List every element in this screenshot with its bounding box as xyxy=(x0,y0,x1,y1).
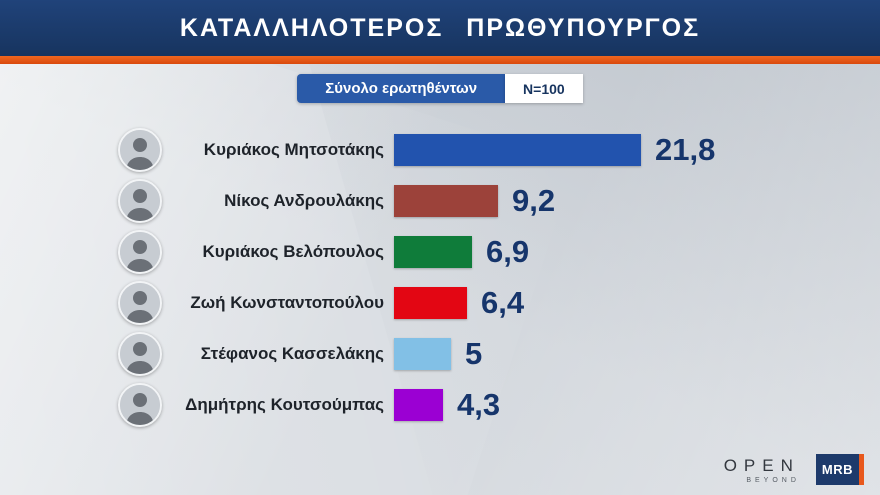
result-value: 4,3 xyxy=(457,386,501,422)
subtitle-row: Σύνολο ερωτηθέντων N=100 xyxy=(0,74,880,103)
sample-size-badge: N=100 xyxy=(505,74,583,103)
header-bar: ΚΑΤΑΛΛΗΛΟΤΕΡΟΣ ΠΡΩΘΥΠΟΥΡΓΟΣ xyxy=(0,0,880,56)
page-title: ΚΑΤΑΛΛΗΛΟΤΕΡΟΣ ΠΡΩΘΥΠΟΥΡΓΟΣ xyxy=(179,13,701,42)
result-bar xyxy=(394,286,467,319)
result-value: 6,9 xyxy=(486,233,530,269)
candidate-name: Νίκος Ανδρουλάκης xyxy=(224,190,384,210)
candidate-name: Κυριάκος Μητσοτάκης xyxy=(203,139,384,159)
chart-row: Ζωή Κωνσταντοπούλου 6,4 xyxy=(118,277,860,328)
result-bar xyxy=(394,235,472,268)
chart-row: Κυριάκος Μητσοτάκης 21,8 xyxy=(118,124,860,175)
footer-logos: OPEN BEYOND MRB xyxy=(724,454,864,485)
chart-row: Κυριάκος Βελόπουλος 6,9 xyxy=(118,226,860,277)
open-logo-text: OPEN xyxy=(723,455,800,475)
result-bar xyxy=(394,133,641,166)
orange-divider xyxy=(0,56,880,64)
candidate-avatar xyxy=(118,331,162,376)
candidate-avatar xyxy=(118,280,162,325)
result-value: 21,8 xyxy=(655,131,716,167)
open-logo-subtext: BEYOND xyxy=(746,476,800,484)
candidate-name: Ζωή Κωνσταντοπούλου xyxy=(190,292,384,312)
mrb-logo: MRB xyxy=(815,454,864,485)
candidate-avatar xyxy=(118,229,162,274)
chart-row: Νίκος Ανδρουλάκης 9,2 xyxy=(118,175,860,226)
result-value: 9,2 xyxy=(512,182,556,218)
result-value: 5 xyxy=(465,335,483,371)
bar-chart: Κυριάκος Μητσοτάκης 21,8 Νίκος Ανδρουλάκ… xyxy=(118,124,860,430)
candidate-name: Δημήτρης Κουτσούμπας xyxy=(185,394,384,414)
candidate-avatar xyxy=(118,127,162,172)
chart-row: Στέφανος Κασσελάκης 5 xyxy=(118,328,860,379)
subtitle-label: Σύνολο ερωτηθέντων xyxy=(297,74,506,103)
result-bar xyxy=(394,388,443,421)
candidate-name: Κυριάκος Βελόπουλος xyxy=(202,241,384,261)
result-value: 6,4 xyxy=(481,284,525,320)
result-bar xyxy=(394,337,451,370)
chart-row: Δημήτρης Κουτσούμπας 4,3 xyxy=(118,379,860,430)
open-channel-logo: OPEN BEYOND xyxy=(724,456,800,484)
candidate-avatar xyxy=(118,178,162,223)
result-bar xyxy=(394,184,498,217)
candidate-avatar xyxy=(118,382,162,427)
candidate-name: Στέφανος Κασσελάκης xyxy=(200,343,384,363)
